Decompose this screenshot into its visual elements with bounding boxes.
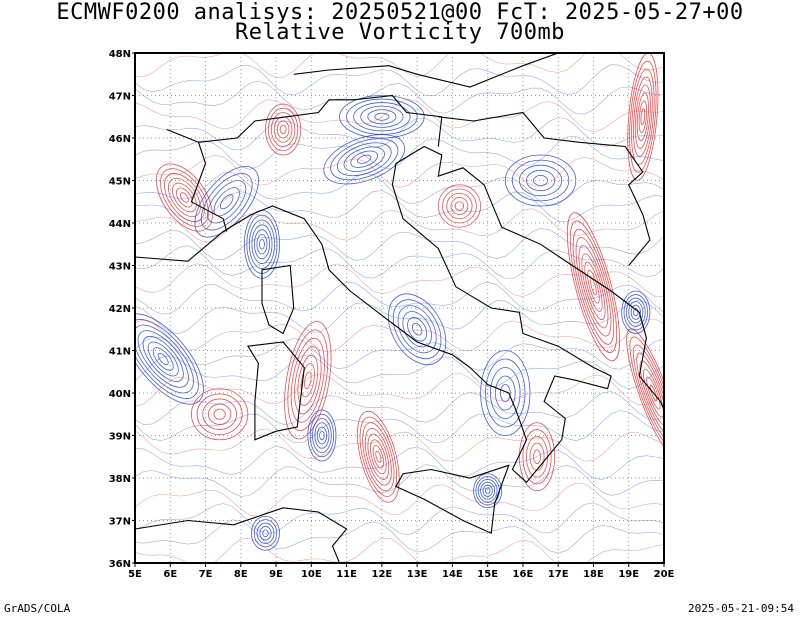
contour-field (135, 53, 664, 563)
lat-tick-label: 44N (109, 219, 131, 230)
lon-tick-label: 11E (336, 569, 357, 580)
timestamp-label: 2025-05-21-09:54 (688, 602, 794, 615)
lat-tick-label: 36N (109, 559, 131, 570)
lon-tick-label: 5E (128, 569, 142, 580)
lon-tick-labels: 5E 6E 7E 8E 9E 10E 11E 12E 13E 14E 15E 16E 17E 18E 19E… (128, 563, 675, 580)
lon-tick-label: 9E (269, 569, 283, 580)
lon-tick-label: 13E (407, 569, 428, 580)
lon-tick-label: 16E (513, 569, 534, 580)
lat-tick-label: 38N (109, 474, 131, 485)
lon-tick-label: 7E (199, 569, 213, 580)
lon-tick-label: 14E (442, 569, 463, 580)
map-subtitle: Relative Vorticity 700mb (235, 20, 565, 45)
lon-tick-label: 8E (234, 569, 248, 580)
lat-tick-label: 46N (109, 134, 131, 145)
lat-tick-label: 43N (109, 262, 131, 273)
lon-tick-label: 12E (371, 569, 392, 580)
lat-tick-label: 45N (109, 177, 131, 188)
lon-tick-label: 6E (163, 569, 177, 580)
coastlines (135, 53, 664, 563)
lat-lon-grid (135, 53, 664, 563)
lon-tick-label: 18E (583, 569, 604, 580)
lon-tick-label: 19E (618, 569, 639, 580)
lat-tick-label: 47N (109, 92, 131, 103)
lat-tick-label: 39N (109, 432, 131, 443)
map-title: ECMWF0200 analisys: 20250521@00 FcT: 202… (56, 0, 744, 25)
lat-tick-labels: 36N 37N 38N 39N 40N 41N 42N 43N 44N 45N 46N 47N 48N (109, 49, 135, 570)
lat-tick-label: 40N (109, 389, 131, 400)
lon-tick-label: 20E (654, 569, 675, 580)
lon-tick-label: 10E (301, 569, 322, 580)
lat-tick-label: 42N (109, 304, 131, 315)
credit-label: GrADS/COLA (4, 602, 71, 615)
lat-tick-label: 37N (109, 517, 131, 528)
lat-tick-label: 48N (109, 49, 131, 60)
lat-tick-label: 41N (109, 347, 131, 358)
lon-tick-label: 15E (477, 569, 498, 580)
lon-tick-label: 17E (548, 569, 569, 580)
